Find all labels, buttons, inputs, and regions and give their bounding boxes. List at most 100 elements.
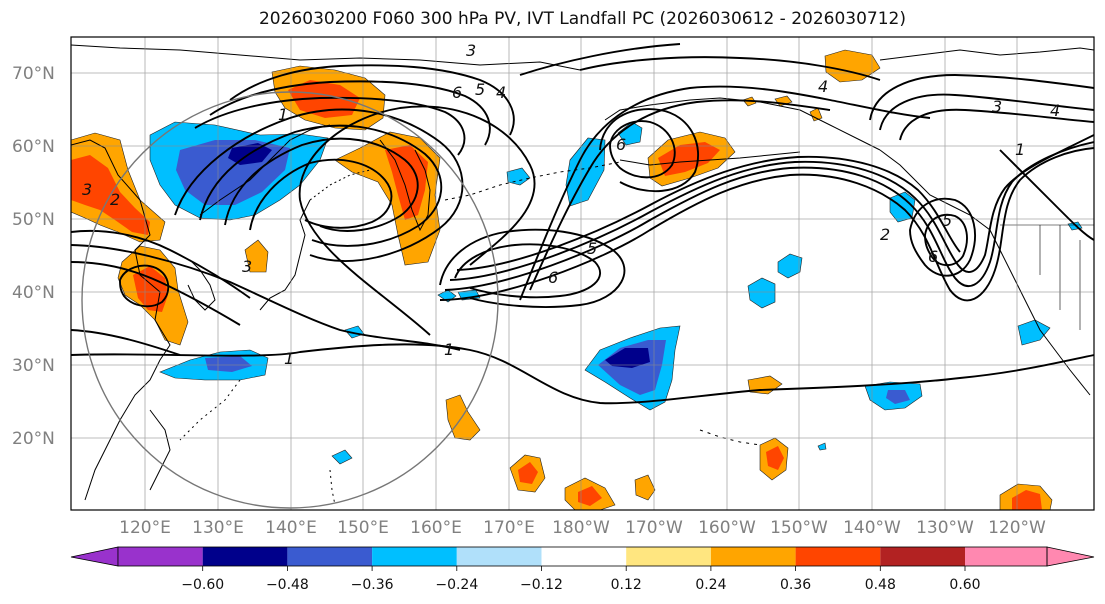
lon-label: 150°W (770, 518, 828, 538)
positive-small-yukon (809, 107, 823, 122)
lat-label: 40°N (12, 283, 55, 303)
pv-contour-1-north (71, 244, 461, 351)
pv-contour-ne-ridge-3 (869, 74, 1094, 121)
philippines (149, 409, 171, 491)
lon-label: 140°E (265, 518, 317, 538)
pv-contour-trough-5 (439, 228, 626, 308)
map-frame (70, 36, 1095, 511)
colorbar-extend-high (1046, 546, 1095, 567)
contour-label: 6 (928, 247, 938, 266)
pv-contour-3-trough (199, 124, 443, 247)
marianas-islands (329, 469, 336, 506)
lon-label: 160°W (698, 518, 756, 538)
contour-label: 6 (452, 83, 462, 102)
pv-contour-trough-6 (454, 243, 602, 299)
us-border-lines (1000, 224, 1094, 330)
colorbar-tick-label: −0.48 (266, 577, 309, 593)
colorbar-segment (456, 547, 542, 566)
contour-label: 1 (278, 105, 288, 124)
hawaiian-islands (699, 429, 761, 446)
latitude-axis: 70°N 60°N 50°N 40°N 30°N 20°N (12, 64, 55, 449)
coastline-alaska-peninsula (619, 151, 801, 166)
lon-label: 150°E (337, 518, 389, 538)
lat-label: 30°N (12, 356, 55, 376)
negative-small-pacific-3 (817, 442, 827, 451)
negative-core-northeast-pacific (886, 390, 910, 404)
pv-contour-arctic-1 (579, 56, 881, 81)
colorbar-segment (965, 547, 1047, 566)
positive-core-east-pacific-south (1012, 490, 1042, 510)
negative-small-aleutian (506, 167, 531, 186)
contour-label: 3 (466, 41, 476, 60)
pv-contour-ne-loop-2 (924, 213, 968, 267)
colorbar-segment (710, 547, 796, 566)
pv-contour-1-ridge (298, 105, 536, 336)
pv-contour-5-loop (249, 158, 393, 231)
colorbar-tick-label: 0.48 (865, 577, 896, 593)
contour-label: 6 (616, 135, 626, 154)
colorbar-tick-label: 0.60 (949, 577, 980, 593)
contour-label: 1 (1015, 140, 1025, 159)
negative-anomaly-mid-pacific-2 (777, 253, 803, 279)
coastline-russia-far-east (199, 124, 331, 216)
negative-anomaly-california (1017, 319, 1051, 346)
lon-label: 170°W (625, 518, 683, 538)
lon-label: 160°E (410, 518, 462, 538)
island-chain-japan (309, 169, 371, 201)
lon-label: 120°W (988, 518, 1046, 538)
colorbar-tick-label: 0.36 (780, 577, 811, 593)
lat-label: 50°N (12, 210, 55, 230)
coastline-canada-north (879, 47, 1094, 61)
coastline-japan (259, 199, 311, 311)
lon-label: 130°E (192, 518, 244, 538)
pv-contour-east-edge (999, 149, 1094, 241)
positive-core-alaska (658, 142, 720, 176)
pv-contour-aleut-loop-2 (599, 108, 700, 193)
colorbar: −0.60 −0.48 −0.36 −0.24 −0.12 0.12 0.24 … (70, 546, 1095, 593)
contour-label: 4 (496, 83, 506, 102)
colorbar-segment (880, 547, 965, 566)
positive-anomaly-west-pacific (445, 394, 481, 441)
longitude-axis: 120°E 130°E 140°E 150°E 160°E 170°E 180°… (119, 518, 1046, 538)
contour-labels: 1 1 1 1 3 3 4 4 4 5 5 5 6 6 6 6 2 2 3 3 (82, 41, 1060, 368)
pv-contour-ne-loop-1 (909, 197, 976, 277)
pv-contour-west-1 (71, 261, 241, 326)
contour-label: 4 (818, 77, 828, 96)
pv-contour-arctic-2 (519, 43, 681, 76)
coastline-kamchatka (379, 139, 431, 232)
region-circle (81, 91, 499, 509)
colorbar-segment (795, 547, 881, 566)
lat-label: 20°N (12, 429, 55, 449)
lon-label: 130°W (916, 518, 974, 538)
lon-label: 120°E (119, 518, 171, 538)
contour-label: 4 (1050, 101, 1060, 120)
colorbar-tick-label: 0.24 (695, 577, 726, 593)
pv-contour-ne-ridge-2 (899, 108, 1094, 141)
contour-label: 6 (548, 268, 558, 287)
pv-contour-ridge-b (529, 99, 831, 291)
lon-label: 170°E (483, 518, 535, 538)
pv-contour-jet-1 (439, 147, 1094, 302)
pv-contour-ridge-a (519, 85, 931, 301)
contour-label: 2 (880, 225, 890, 244)
pv-contour-west-loop (119, 264, 170, 308)
contour-label: 3 (82, 180, 92, 199)
positive-core-tropics-2 (578, 486, 602, 506)
colorbar-extend-low (70, 546, 119, 567)
positive-small-korea (244, 239, 269, 273)
pv-contour-ne-ridge-1 (879, 93, 1094, 131)
colorbar-tick-label: −0.36 (351, 577, 394, 593)
pv-contour-1-south (71, 343, 1094, 405)
negative-mid-east-china-sea (205, 356, 252, 372)
negative-anomaly-mid-pacific (747, 277, 776, 309)
negative-core-central-pacific (605, 348, 650, 368)
colorbar-tick-label: −0.60 (181, 577, 224, 593)
coastline-east-asia (71, 139, 171, 501)
colorbar-tick-label: −0.24 (435, 577, 478, 593)
pv-contour-jet-3 (449, 134, 1094, 281)
gridlines (71, 37, 1094, 510)
pv-contour-west-2 (71, 229, 251, 299)
lat-label: 70°N (12, 64, 55, 84)
colorbar-segment (626, 547, 711, 566)
